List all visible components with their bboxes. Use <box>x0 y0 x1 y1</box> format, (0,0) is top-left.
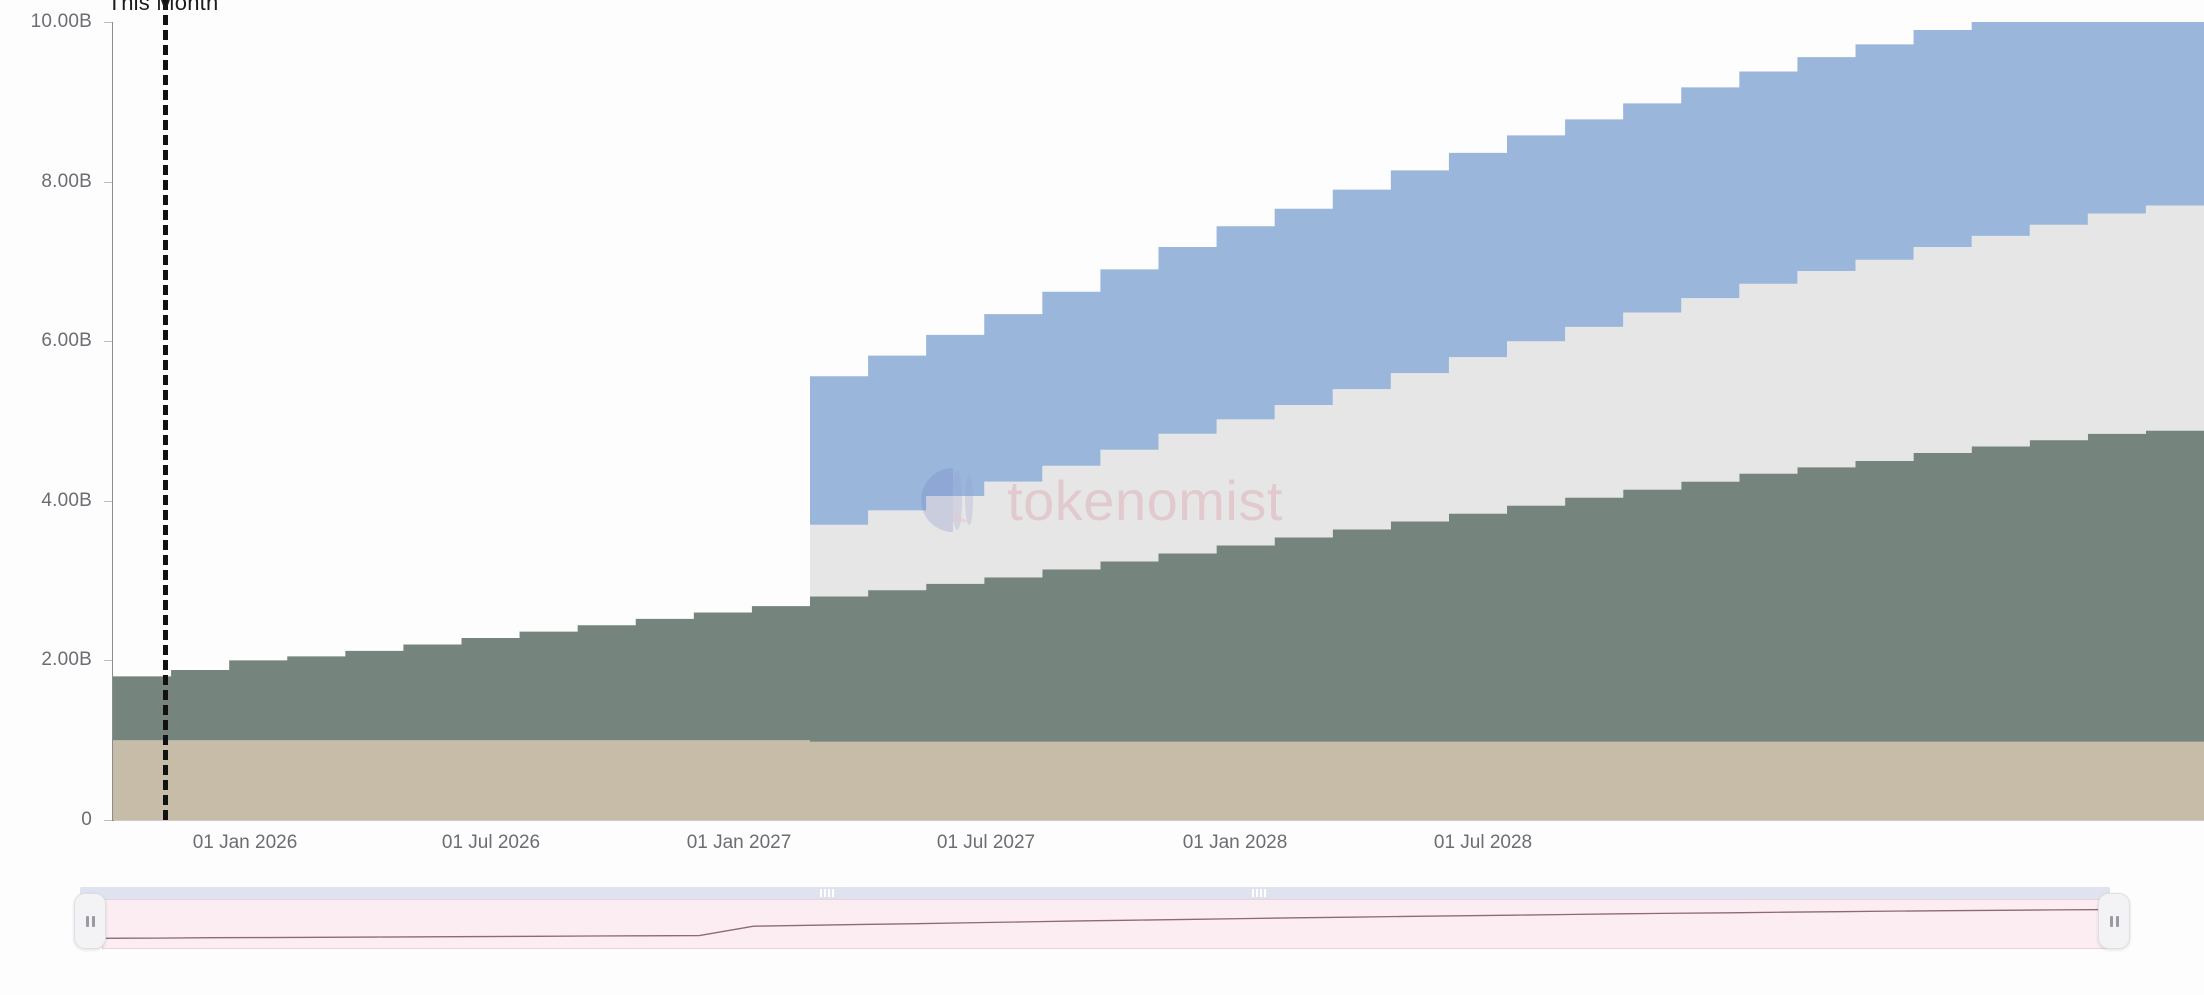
y-tick-mark <box>104 341 113 343</box>
y-axis-tick-label: 4.00B <box>41 489 92 511</box>
plot-area <box>113 22 2204 820</box>
y-axis-tick-label: 2.00B <box>41 649 92 671</box>
area-series-blue <box>113 22 2204 677</box>
x-axis-tick-label: 01 Jan 2026 <box>192 832 298 853</box>
y-tick-mark <box>104 22 113 23</box>
x-axis-tick-label: 01 Jul 2028 <box>1433 832 1533 853</box>
range-slider-grip-left[interactable] <box>820 889 834 897</box>
y-axis-tick-label: 0 <box>81 809 92 830</box>
y-tick-mark <box>104 181 113 183</box>
x-axis-tick-label: 01 Jul 2026 <box>441 832 541 853</box>
area-series-sage <box>113 428 2204 742</box>
y-axis-line <box>112 22 114 821</box>
this-month-label: This Month <box>107 0 219 15</box>
gridline <box>113 820 2204 821</box>
y-tick-mark <box>104 660 113 662</box>
stacked-area-series <box>113 22 2204 820</box>
chart-container: 0 2.00B 4.00B 6.00B 8.00B 10.00B tokenomist T… <box>30 0 2204 853</box>
range-slider-preview <box>103 908 2109 939</box>
range-slider-line <box>103 908 2109 939</box>
range-slider-grip-right[interactable] <box>1252 889 1266 897</box>
y-axis-tick-label: 6.00B <box>41 330 92 352</box>
y-axis-tick-label: 8.00B <box>41 170 92 192</box>
y-axis-tick-label: 10.00B <box>30 11 92 32</box>
range-slider[interactable] <box>74 887 2130 952</box>
y-tick-mark <box>104 820 113 821</box>
y-tick-mark <box>104 500 113 502</box>
x-axis-tick-label: 01 Jan 2027 <box>686 832 792 853</box>
x-axis-tick-label: 01 Jul 2027 <box>936 832 1036 853</box>
area-series-tan <box>113 740 2204 820</box>
x-axis-tick-label: 01 Jan 2028 <box>1182 832 1288 853</box>
range-slider-selection[interactable] <box>102 899 2110 949</box>
this-month-marker-line <box>163 0 168 820</box>
range-slider-handle-right[interactable] <box>2098 893 2130 949</box>
range-slider-track[interactable] <box>80 887 2110 899</box>
range-slider-handle-left[interactable] <box>74 893 106 949</box>
